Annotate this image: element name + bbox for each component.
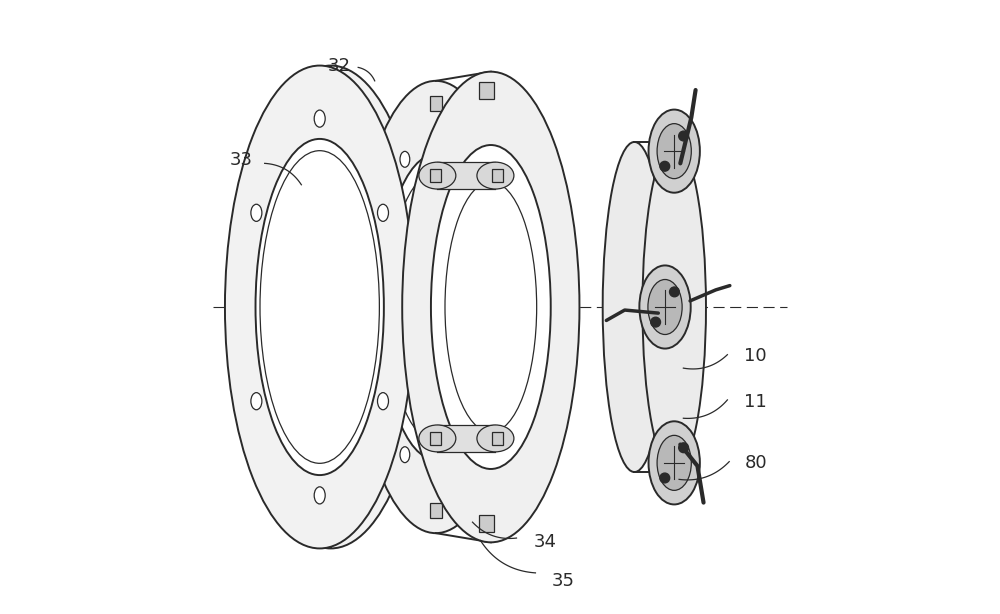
Ellipse shape (402, 72, 579, 542)
Ellipse shape (369, 299, 379, 315)
Ellipse shape (251, 392, 262, 410)
Ellipse shape (642, 142, 706, 472)
Bar (430, 96, 442, 111)
Bar (492, 432, 503, 445)
Ellipse shape (236, 66, 425, 548)
Bar (479, 82, 494, 99)
Ellipse shape (648, 279, 682, 335)
Ellipse shape (381, 154, 491, 460)
Bar (430, 169, 441, 182)
Text: 35: 35 (552, 572, 575, 590)
Ellipse shape (314, 487, 325, 504)
Ellipse shape (431, 145, 551, 469)
Text: 80: 80 (744, 454, 767, 472)
Circle shape (679, 443, 689, 453)
Ellipse shape (639, 265, 691, 349)
Ellipse shape (267, 139, 395, 475)
Ellipse shape (477, 162, 514, 189)
Ellipse shape (477, 425, 514, 452)
Bar (430, 432, 441, 445)
Circle shape (679, 131, 689, 141)
Ellipse shape (419, 425, 456, 452)
Bar (492, 169, 503, 182)
Ellipse shape (603, 142, 666, 472)
Ellipse shape (225, 66, 414, 548)
Text: 33: 33 (229, 151, 252, 169)
Ellipse shape (314, 110, 325, 127)
Ellipse shape (400, 447, 410, 462)
Text: 32: 32 (327, 56, 350, 74)
Bar (437, 425, 495, 452)
Circle shape (651, 317, 661, 327)
Ellipse shape (377, 392, 388, 410)
Ellipse shape (493, 299, 503, 315)
Bar (479, 515, 494, 532)
Ellipse shape (353, 81, 518, 533)
Circle shape (670, 287, 679, 297)
Circle shape (660, 161, 670, 171)
Ellipse shape (400, 152, 410, 167)
Ellipse shape (649, 421, 700, 505)
Ellipse shape (462, 152, 472, 167)
Bar (437, 162, 495, 189)
Bar (430, 503, 442, 518)
Ellipse shape (419, 162, 456, 189)
Text: 34: 34 (534, 534, 557, 551)
Ellipse shape (256, 139, 384, 475)
Circle shape (660, 473, 670, 483)
Text: 10: 10 (744, 347, 767, 365)
Ellipse shape (657, 123, 691, 179)
Ellipse shape (657, 435, 691, 491)
Text: 11: 11 (744, 393, 767, 411)
Ellipse shape (251, 204, 262, 222)
Ellipse shape (462, 447, 472, 462)
Ellipse shape (649, 109, 700, 193)
Ellipse shape (377, 204, 388, 222)
